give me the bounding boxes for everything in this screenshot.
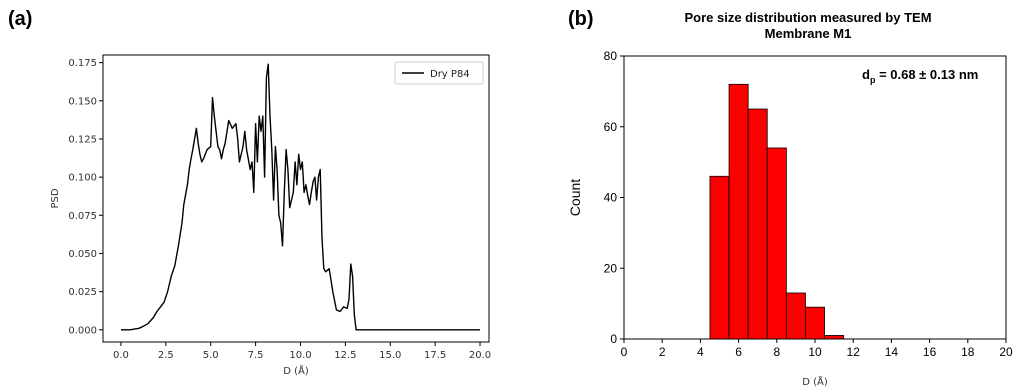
y-tick-label: 0.175 <box>68 58 97 69</box>
histogram-bar <box>766 147 787 340</box>
histogram-bars <box>709 83 845 340</box>
histogram-bar <box>709 175 730 340</box>
x-tick-label: 0 <box>621 345 628 359</box>
y-tick-label: 80 <box>604 49 618 63</box>
histogram-bar <box>805 306 825 340</box>
annotation-subscript: p <box>870 75 876 85</box>
plot-b-x-ticks: 0 2 4 6 8 10 12 14 16 18 20 <box>621 339 1013 359</box>
histogram-bar <box>785 292 806 340</box>
histogram-bar <box>824 335 845 340</box>
y-tick-label: 0 <box>610 332 617 346</box>
series-line-dry-p84 <box>121 63 480 331</box>
y-tick-label: 0.150 <box>68 96 97 107</box>
y-tick-label: 0.075 <box>68 211 97 222</box>
x-tick-label: 5.0 <box>203 350 219 361</box>
x-tick-label: 8 <box>773 345 780 359</box>
histogram-bar <box>747 108 768 340</box>
plot-b-y-ticks: 0 20 40 60 80 <box>604 49 624 346</box>
plot-b-frame <box>623 55 1007 340</box>
x-tick-label: 10.0 <box>289 350 311 361</box>
panel-a-label: (a) <box>8 8 32 30</box>
x-tick-label: 7.5 <box>248 350 264 361</box>
x-tick-label: 0.0 <box>113 350 129 361</box>
x-tick-label: 12 <box>847 345 861 359</box>
x-tick-label: 18 <box>961 345 975 359</box>
annotation-value: = 0.68 ± 0.13 nm <box>875 67 978 82</box>
plot-a-x-ticks: 0.0 2.5 5.0 7.5 10.0 12.5 15.0 17.5 20.0 <box>113 342 491 361</box>
plot-a-frame <box>102 54 490 343</box>
y-tick-label: 0.050 <box>68 249 97 260</box>
plot-a-y-ticks: 0.000 0.025 0.050 0.075 0.100 0.125 0.150 0.175 <box>68 58 103 336</box>
annotation-symbol: d <box>862 67 870 82</box>
x-tick-label: 14 <box>885 345 899 359</box>
y-tick-label: 60 <box>604 120 618 134</box>
x-tick-label: 20.0 <box>469 350 491 361</box>
y-tick-label: 0.125 <box>68 134 97 145</box>
x-tick-label: 16 <box>923 345 937 359</box>
x-tick-label: 20 <box>999 345 1013 359</box>
legend-box <box>394 61 484 85</box>
psd-line-chart: 0.0 2.5 5.0 7.5 10.0 12.5 15.0 17.5 20.0 0.0000.… <box>50 54 491 377</box>
plot-a-legend: Dry P84 <box>394 61 484 85</box>
y-tick-label: 0.025 <box>68 287 97 298</box>
legend-entry-dry-p84: Dry P84 <box>430 69 470 80</box>
x-tick-label: 2 <box>659 345 666 359</box>
x-tick-label: 6 <box>735 345 742 359</box>
plot-b-subtitle: Membrane M1 <box>765 26 852 41</box>
histogram-bar <box>728 83 749 340</box>
x-tick-label: 4 <box>697 345 704 359</box>
y-tick-label: 0.000 <box>68 325 97 336</box>
plot-b-title: Pore size distribution measured by TEM <box>684 10 931 25</box>
y-tick-label: 0.100 <box>68 173 97 184</box>
x-tick-label: 2.5 <box>158 350 174 361</box>
x-tick-label: 10 <box>808 345 822 359</box>
panel-b-label: (b) <box>568 8 594 30</box>
y-tick-label: 40 <box>604 191 618 205</box>
x-tick-label: 15.0 <box>379 350 401 361</box>
y-tick-label: 20 <box>604 261 618 275</box>
mean-pore-size-annotation: dp = 0.68 ± 0.13 nm <box>862 67 978 85</box>
x-tick-label: 12.5 <box>334 350 356 361</box>
plot-b-y-axis-label: Count <box>567 179 583 216</box>
x-tick-label: 17.5 <box>424 350 446 361</box>
plot-b-x-axis-label: D (Å) <box>802 375 828 388</box>
plot-a-x-axis-label: D (Å) <box>283 364 309 377</box>
tem-histogram-chart: Pore size distribution measured by TEM M… <box>567 10 1013 388</box>
plot-a-y-axis-label: PSD <box>50 188 61 208</box>
